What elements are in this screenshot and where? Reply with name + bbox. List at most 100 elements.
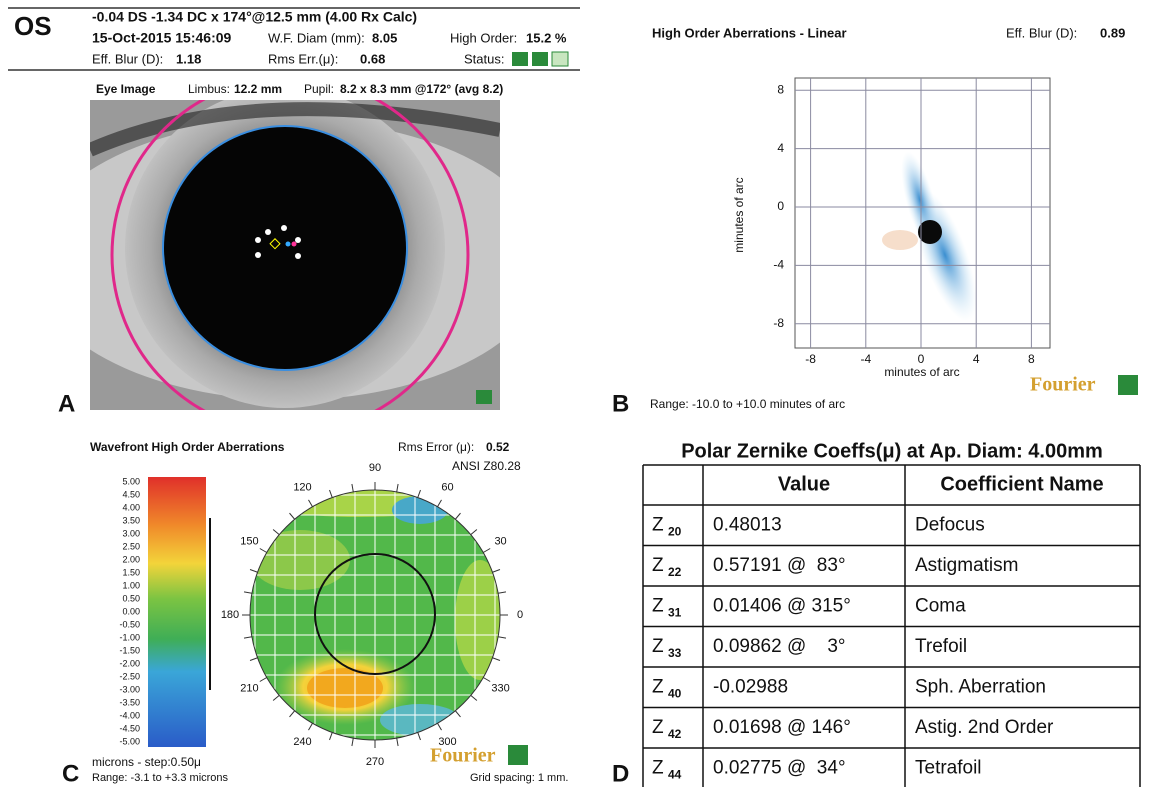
- angle-tick: [290, 711, 295, 717]
- term: Z: [652, 757, 664, 778]
- coefficient-value: 0.01406 @ 315°: [713, 595, 851, 616]
- angle-tick: [455, 711, 460, 717]
- coefficient-value: 0.02775 @ 34°: [713, 757, 846, 778]
- panel-label: D: [612, 760, 629, 787]
- wavefront-map: [240, 473, 505, 740]
- scale-label: -1.50: [119, 645, 140, 655]
- angle-tick: [290, 513, 295, 519]
- angle-tick: [418, 490, 421, 498]
- angle-label: 300: [438, 736, 456, 748]
- term: Z: [652, 717, 664, 738]
- y-tick-label: 8: [777, 82, 784, 96]
- angle-label: 150: [240, 535, 258, 547]
- status-label: Status:: [464, 51, 504, 66]
- term-index: 44: [668, 767, 682, 781]
- rms-label: Rms Err.(μ):: [268, 51, 338, 66]
- term-index: 40: [668, 686, 682, 700]
- panel-label: B: [612, 390, 629, 417]
- scale-label: 0.00: [122, 606, 140, 616]
- coefficient-value: 0.09862 @ 3°: [713, 636, 846, 657]
- coefficient-name: Coma: [915, 595, 966, 616]
- wf-rms-label: Rms Error (μ):: [398, 440, 474, 454]
- panel-label: A: [58, 390, 75, 417]
- scale-label: -1.00: [119, 632, 140, 642]
- coefficient-name: Trefoil: [915, 636, 967, 657]
- scale-label: 1.00: [122, 580, 140, 590]
- term: Z: [652, 595, 664, 616]
- coefficient-name: Astig. 2nd Order: [915, 717, 1054, 738]
- y-tick-label: 4: [777, 141, 784, 155]
- angle-tick: [273, 530, 279, 535]
- color-bar: [148, 477, 206, 747]
- column-header: Value: [778, 473, 830, 495]
- angle-label: 30: [494, 535, 506, 547]
- brand: Fourier: [1030, 374, 1096, 396]
- scale-label: -5.00: [119, 736, 140, 746]
- term-index: 22: [668, 565, 682, 579]
- wf-rms-value: 0.52: [486, 440, 510, 454]
- psf-blur-value: 0.89: [1100, 25, 1125, 40]
- coefficient-value: 0.48013: [713, 514, 782, 535]
- angle-tick: [438, 500, 442, 507]
- scale-label: 3.50: [122, 515, 140, 525]
- angle-label: 240: [293, 736, 311, 748]
- wf-unit: microns - step:0.50μ: [92, 755, 201, 769]
- angle-tick: [455, 513, 460, 519]
- scale-label: 2.00: [122, 554, 140, 564]
- term: Z: [652, 514, 664, 535]
- x-tick-label: -8: [805, 352, 816, 366]
- scale-label: -4.00: [119, 710, 140, 720]
- angle-tick: [330, 490, 333, 498]
- brand-icon: [1118, 375, 1138, 395]
- report: OS -0.04 DS -1.34 DC x 174°@12.5 mm (4.0…: [0, 0, 1156, 787]
- angle-tick: [498, 637, 506, 638]
- coefficient-value: -0.02988: [713, 676, 788, 697]
- exam-date: 15-Oct-2015 15:46:09: [92, 30, 232, 46]
- psf-title: High Order Aberrations - Linear: [652, 25, 847, 40]
- term-index: 31: [668, 605, 682, 619]
- x-tick-label: 0: [918, 352, 925, 366]
- angle-tick: [397, 738, 398, 746]
- angle-tick: [244, 637, 252, 638]
- angle-tick: [498, 592, 506, 593]
- term-index: 33: [668, 646, 682, 660]
- brand-icon: [508, 745, 528, 765]
- angle-tick: [352, 484, 353, 492]
- x-tick-label: 4: [973, 352, 980, 366]
- rms-value: 0.68: [360, 51, 385, 66]
- angle-tick: [330, 732, 333, 740]
- pupil-label: Pupil:: [304, 82, 334, 96]
- scale-label: 0.50: [122, 593, 140, 603]
- angle-tick: [418, 732, 421, 740]
- ansi-standard: ANSI Z80.28: [452, 459, 521, 473]
- psf-y-label: minutes of arc: [732, 177, 746, 252]
- scale-label: -2.00: [119, 658, 140, 668]
- scale-label: -4.50: [119, 723, 140, 733]
- y-tick-label: -4: [773, 258, 784, 272]
- angle-tick: [260, 549, 267, 553]
- angle-label: 210: [240, 682, 258, 694]
- status-icon: [512, 52, 528, 66]
- high-order-label: High Order:: [450, 30, 517, 45]
- eye-image-title: Eye Image: [96, 82, 156, 96]
- eye-side: OS: [14, 11, 52, 41]
- angle-tick: [483, 549, 490, 553]
- coefficient-name: Sph. Aberration: [915, 676, 1046, 697]
- angle-label: 180: [221, 609, 239, 621]
- angle-tick: [250, 658, 258, 661]
- term: Z: [652, 636, 664, 657]
- term-index: 20: [668, 524, 682, 538]
- term-index: 42: [668, 727, 682, 741]
- term: Z: [652, 555, 664, 576]
- x-tick-label: 8: [1028, 352, 1035, 366]
- angle-tick: [309, 723, 313, 730]
- angle-tick: [250, 570, 258, 573]
- psf-range: Range: -10.0 to +10.0 minutes of arc: [650, 397, 845, 411]
- coefficient-name: Defocus: [915, 514, 985, 535]
- zernike-title: Polar Zernike Coeffs(μ) at Ap. Diam: 4.0…: [681, 440, 1103, 462]
- wf-range: Range: -3.1 to +3.3 microns: [92, 772, 229, 784]
- scale-label: 1.50: [122, 567, 140, 577]
- angle-tick: [397, 484, 398, 492]
- eye-photo: [30, 77, 550, 433]
